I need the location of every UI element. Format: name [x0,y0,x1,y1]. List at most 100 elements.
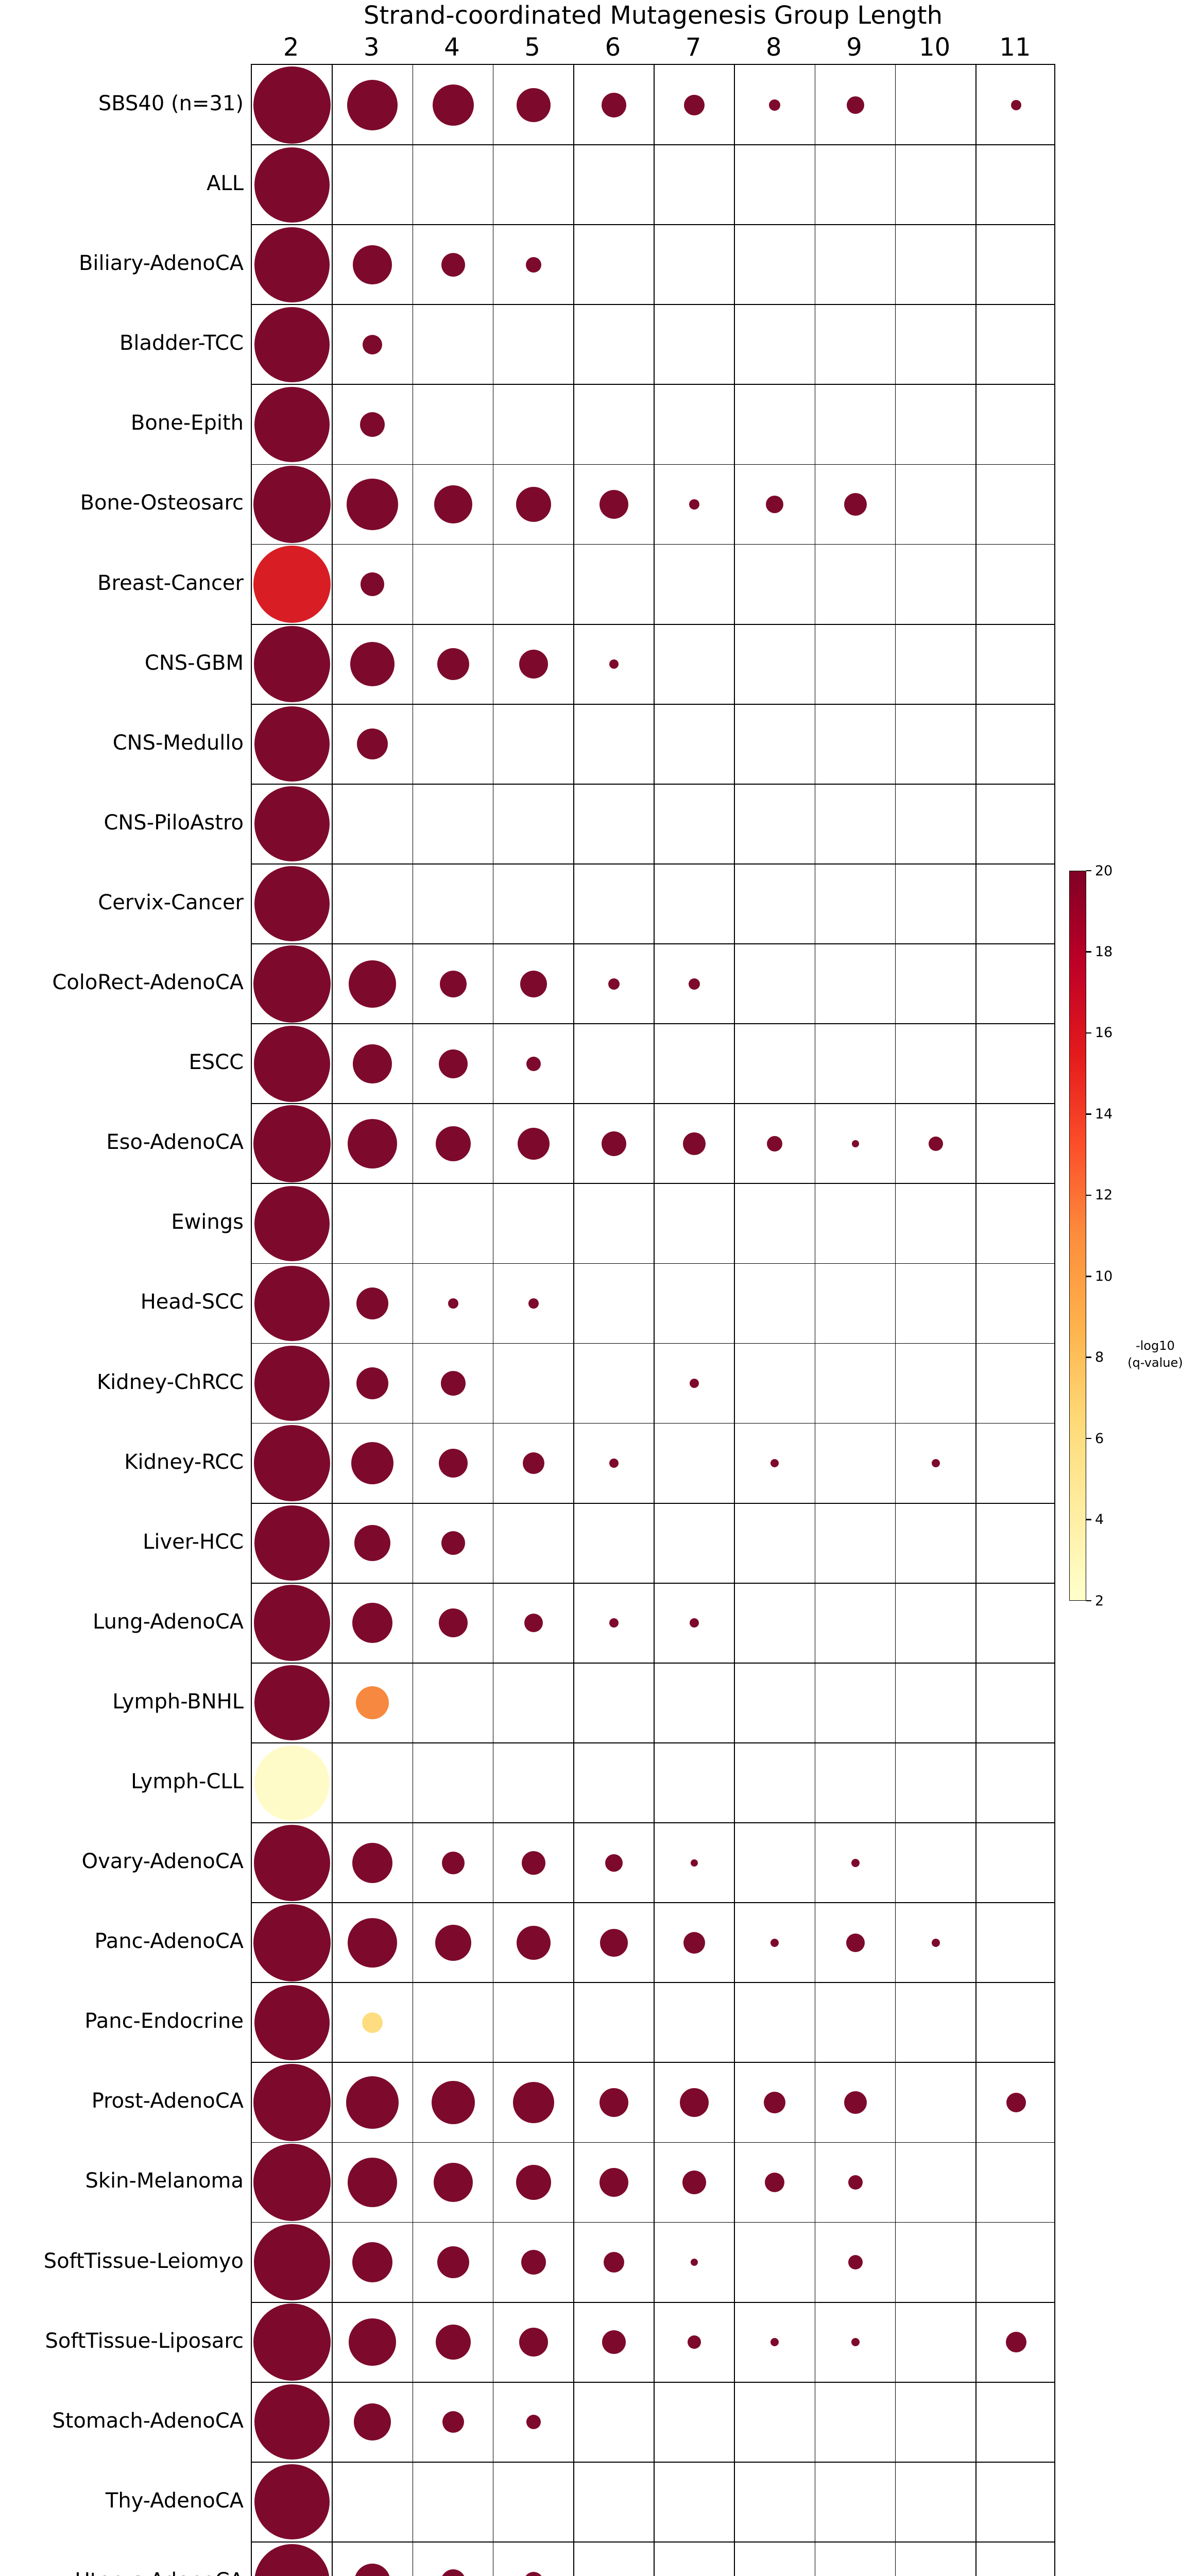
gridline-horizontal [252,1422,1054,1424]
bubble [254,386,330,462]
bubble [690,1618,699,1628]
bubble [254,1985,330,2060]
bubble [526,1056,541,1071]
colorbar-tick-mark [1086,1113,1091,1115]
bubble [770,2338,779,2347]
row-label: Kidney-ChRCC [96,1370,244,1394]
bubble [601,92,626,117]
bubble [523,2572,543,2576]
bubble [691,2259,698,2266]
bubble [254,1745,330,1821]
colorbar-tick-label: 4 [1095,1512,1104,1528]
gridline-horizontal [252,144,1054,145]
bubble [848,2255,863,2270]
bubble [254,307,330,382]
gridline-horizontal [252,464,1054,465]
bubble [851,1858,860,1867]
bubble [254,1265,330,1341]
bubble [441,252,465,277]
bubble [521,1851,545,1875]
row-label: Lymph-BNHL [112,1689,244,1714]
row-label: Lung-AdenoCA [92,1609,244,1634]
bubble [360,412,385,437]
gridline-horizontal [252,703,1054,705]
bubble [609,1618,619,1628]
bubble [361,572,385,597]
colorbar-label: -log10 (q-value) [1106,1337,1182,1371]
bubble [254,2384,330,2460]
bubble [348,1918,398,1968]
bubble [851,1140,859,1147]
colorbar-tick-label: 6 [1095,1430,1104,1447]
gridline-horizontal [252,2142,1054,2143]
bubble [1010,99,1021,110]
bubble [688,2335,701,2349]
row-label: Lymph-CLL [131,1769,244,1793]
bubble [254,1585,331,1662]
bubble [512,2081,554,2123]
row-label: Ewings [171,1210,244,1234]
bubble [517,1127,550,1160]
bubble [521,2250,546,2275]
gridline-horizontal [252,1742,1054,1743]
row-label: Ovary-AdenoCA [81,1850,244,1874]
bubble [851,2338,860,2347]
bubble [254,1025,331,1102]
gridline-horizontal [252,2301,1054,2303]
bubble [253,66,331,144]
bubble [599,1928,628,1957]
row-label: CNS-GBM [144,651,244,675]
bubble [516,88,551,122]
row-label: Biliary-AdenoCA [78,251,244,276]
row-label: SoftTissue-Leiomyo [43,2249,244,2273]
bubble [691,1859,698,1867]
bubble [846,96,864,114]
bubble [254,1824,331,1901]
colorbar-tick-label: 2 [1095,1592,1104,1609]
bubble [437,2246,469,2279]
colorbar-tick-label: 10 [1095,1268,1113,1284]
bubble [516,2164,551,2200]
bubble [356,1686,389,1720]
row-label: SoftTissue-Liposarc [45,2329,244,2353]
bubble [438,1449,468,1478]
gridline-vertical [332,65,333,2576]
gridline-vertical [814,65,816,2576]
row-label: CNS-Medullo [112,731,244,755]
bubble [448,1298,458,1309]
bubble [440,1371,466,1396]
bubble [362,2012,383,2033]
row-label: Kidney-RCC [124,1450,244,1474]
colorbar-tick-mark [1086,1357,1091,1358]
gridline-vertical [573,65,574,2576]
row-label: Bone-Epith [130,411,244,435]
bubble [441,1531,465,1555]
bubble [347,79,398,130]
bubble [770,1938,779,1947]
x-tick-label: 7 [685,33,701,62]
bubble [254,147,330,223]
bubble [765,2172,785,2192]
bubble [254,706,330,782]
bubble [253,1105,331,1182]
row-label: SBS40 (n=31) [98,92,244,115]
bubble [528,1298,539,1309]
bubble [254,1505,330,1581]
x-tick-label: 10 [919,33,951,62]
row-label: Cervix-Cancer [98,890,244,914]
x-tick-label: 6 [605,33,621,62]
bubble [363,334,383,354]
row-label: Eso-AdenoCA [106,1130,244,1155]
bubble [438,1049,468,1078]
gridline-horizontal [252,2222,1054,2223]
gridline-horizontal [252,304,1054,306]
bubble [522,1452,544,1475]
bubble [435,2325,471,2360]
gridline-horizontal [252,1902,1054,1904]
gridline-horizontal [252,1662,1054,1664]
bubble [349,2318,397,2366]
gridline-vertical [654,65,655,2576]
row-label: Head-SCC [140,1290,244,1314]
gridline-horizontal [252,1183,1054,1184]
bubble [431,2080,475,2124]
